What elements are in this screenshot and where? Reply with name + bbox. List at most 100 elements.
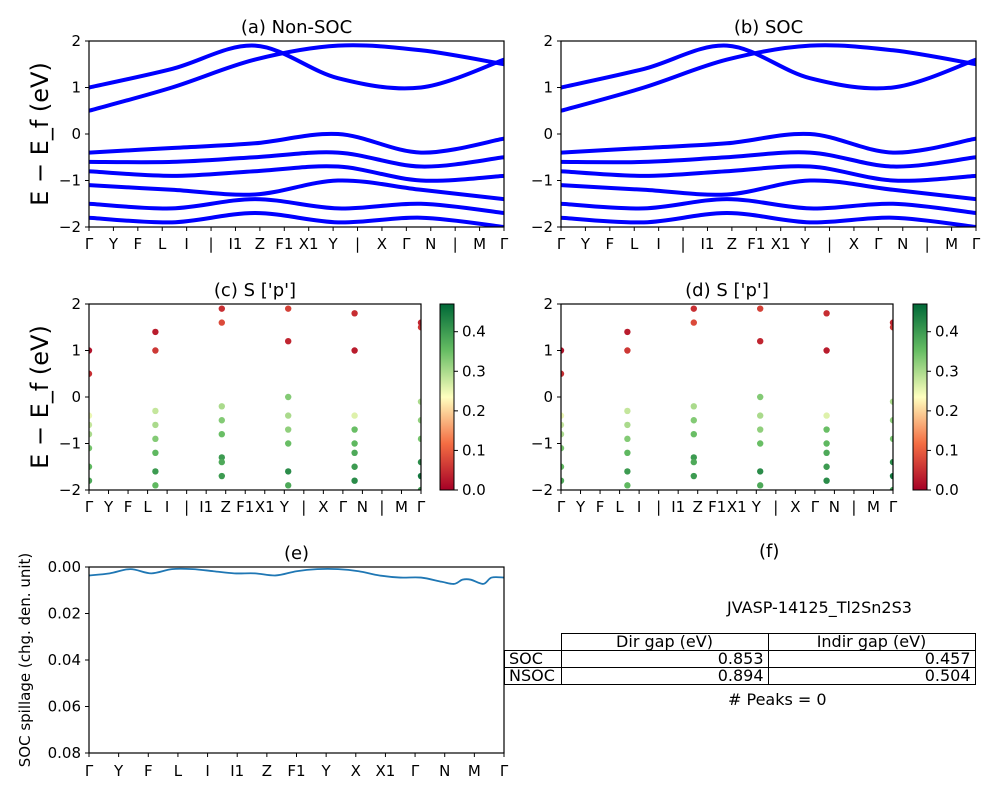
colorbar-tick-label: 0.0 (935, 481, 959, 499)
scatter-point (561, 477, 565, 484)
panel-a-plot (89, 43, 504, 227)
colorbar-tick-label: 0.3 (462, 362, 486, 380)
colorbar-tick-label: 0.3 (935, 362, 959, 380)
x-tick-label: Γ (85, 498, 94, 516)
scatter-point (889, 398, 893, 405)
y-tick-label: 0 (543, 125, 553, 143)
panel-c-frame (88, 303, 422, 491)
scatter-point (218, 458, 225, 466)
scatter-point (417, 458, 421, 466)
colorbar (912, 303, 928, 491)
x-tick-label: | (925, 235, 930, 253)
x-tick-label: N (425, 235, 436, 253)
scatter-point (89, 421, 93, 429)
x-tick-label: | (656, 498, 661, 516)
x-tick-label: F1 (708, 498, 726, 516)
x-tick-label: Y (279, 498, 290, 516)
y-tick-label: 2 (543, 295, 553, 313)
x-tick-label: | (773, 498, 778, 516)
series-line-5 (89, 178, 504, 202)
panel-d-plot (561, 305, 893, 490)
y-tick-label: −2 (59, 218, 81, 236)
nsoc-dir-gap: 0.894 (560, 667, 769, 685)
scatter-point (624, 482, 631, 489)
scatter-point (757, 305, 764, 312)
series-line-3 (561, 150, 976, 169)
x-tick-label: Y (580, 235, 591, 253)
scatter-point (152, 449, 159, 456)
table-header-row: Dir gap (eV) Indir gap (eV) (505, 633, 976, 651)
scatter-point (89, 477, 93, 484)
x-tick-label: Γ (557, 235, 566, 253)
y-tick-label: 0.06 (48, 698, 81, 716)
soc-indir-gap: 0.457 (767, 650, 976, 668)
x-tick-label: Z (693, 498, 703, 516)
x-tick-label: I (656, 235, 660, 253)
series-line-3 (89, 150, 504, 169)
header-dir-gap: Dir gap (eV) (560, 633, 769, 651)
scatter-point (417, 486, 421, 490)
x-tick-label: Γ (417, 498, 426, 516)
scatter-point (690, 458, 697, 466)
colorbar-tick-label: 0.2 (462, 402, 486, 420)
scatter-point (285, 393, 292, 401)
scatter-point (351, 310, 358, 317)
x-tick-label: F (124, 498, 133, 516)
scatter-point (351, 463, 358, 470)
panel-a-frame (88, 40, 505, 228)
y-tick-label: 1 (71, 79, 81, 97)
panel-e-title: (e) (284, 543, 309, 564)
scatter-point (351, 449, 358, 456)
x-tick-label: | (681, 235, 686, 253)
colorbar-tick-label: 0.0 (462, 481, 486, 499)
x-tick-label: I1 (700, 235, 714, 253)
scatter-point (690, 417, 697, 424)
x-tick-label: Γ (811, 498, 820, 516)
series-line-0 (561, 43, 976, 113)
x-tick-label: Y (113, 762, 124, 780)
y-tick-label: 2 (71, 295, 81, 313)
x-tick-label: Z (262, 762, 272, 780)
scatter-point (889, 458, 893, 466)
scatter-point (351, 477, 358, 484)
x-tick-label: I (165, 498, 169, 516)
x-tick-label: X1 (727, 498, 747, 516)
header-indir-gap: Indir gap (eV) (767, 633, 976, 651)
scatter-point (757, 440, 764, 447)
x-tick-label: Z (221, 498, 231, 516)
x-tick-label: I1 (230, 762, 244, 780)
scatter-point (417, 472, 421, 480)
x-tick-label: | (209, 235, 214, 253)
y-tick-label: 0 (543, 388, 553, 406)
x-tick-label: I1 (671, 498, 685, 516)
scatter-point (823, 477, 830, 484)
scatter-point (561, 463, 565, 470)
scatter-point (889, 319, 893, 326)
y-tick-label: −1 (59, 435, 81, 453)
scatter-point (89, 370, 93, 377)
colorbar-tick-label: 0.4 (935, 323, 959, 341)
scatter-point (889, 417, 893, 424)
x-tick-label: Γ (402, 235, 411, 253)
x-tick-label: F1 (275, 235, 293, 253)
scatter-point (218, 403, 225, 410)
scatter-point (218, 431, 225, 438)
x-tick-label: Γ (500, 235, 509, 253)
x-tick-label: | (379, 498, 384, 516)
x-tick-label: | (301, 498, 306, 516)
series-line-2 (89, 131, 504, 155)
x-tick-label: Y (575, 498, 586, 516)
panel-e-ylabel: SOC spillage (chg. den. unit) (16, 553, 34, 768)
scatter-point (218, 305, 225, 312)
scatter-point (757, 482, 764, 489)
panel-c-plot (89, 305, 421, 490)
y-tick-label: 1 (71, 342, 81, 360)
x-tick-label: N (439, 762, 450, 780)
series-line-1 (561, 43, 976, 91)
x-tick-label: X (318, 498, 328, 516)
x-tick-label: L (630, 235, 639, 253)
x-tick-label: N (357, 498, 368, 516)
peaks-count: # Peaks = 0 (728, 690, 827, 709)
series-line-0 (89, 567, 504, 585)
y-tick-label: 0 (71, 125, 81, 143)
